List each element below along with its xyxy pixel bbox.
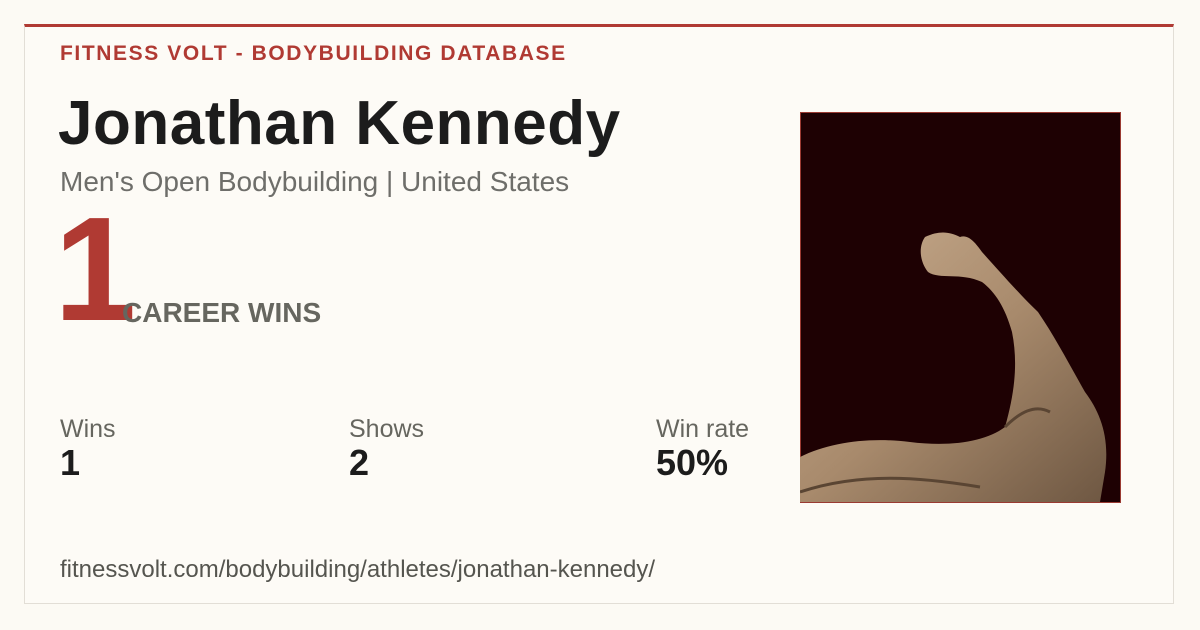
career-wins-label: CAREER WINS <box>122 297 322 328</box>
stat-label: Win rate <box>656 415 750 443</box>
stat-label: Wins <box>60 415 116 443</box>
stat-value: 50% <box>656 442 729 483</box>
stat-value: 2 <box>349 442 370 483</box>
athlete-photo <box>800 112 1121 503</box>
url: fitnessvolt.com/bodybuilding/athletes/jo… <box>60 556 656 583</box>
stat-label: Shows <box>349 415 425 443</box>
brand: FITNESS VOLT - BODYBUILDING DATABASE <box>60 42 567 65</box>
athlete-subtitle: Men's Open Bodybuilding | United States <box>60 166 570 197</box>
stat-value: 1 <box>60 442 81 483</box>
athlete-name: Jonathan Kennedy <box>58 89 621 158</box>
career-wins-value: 1 <box>54 187 137 352</box>
